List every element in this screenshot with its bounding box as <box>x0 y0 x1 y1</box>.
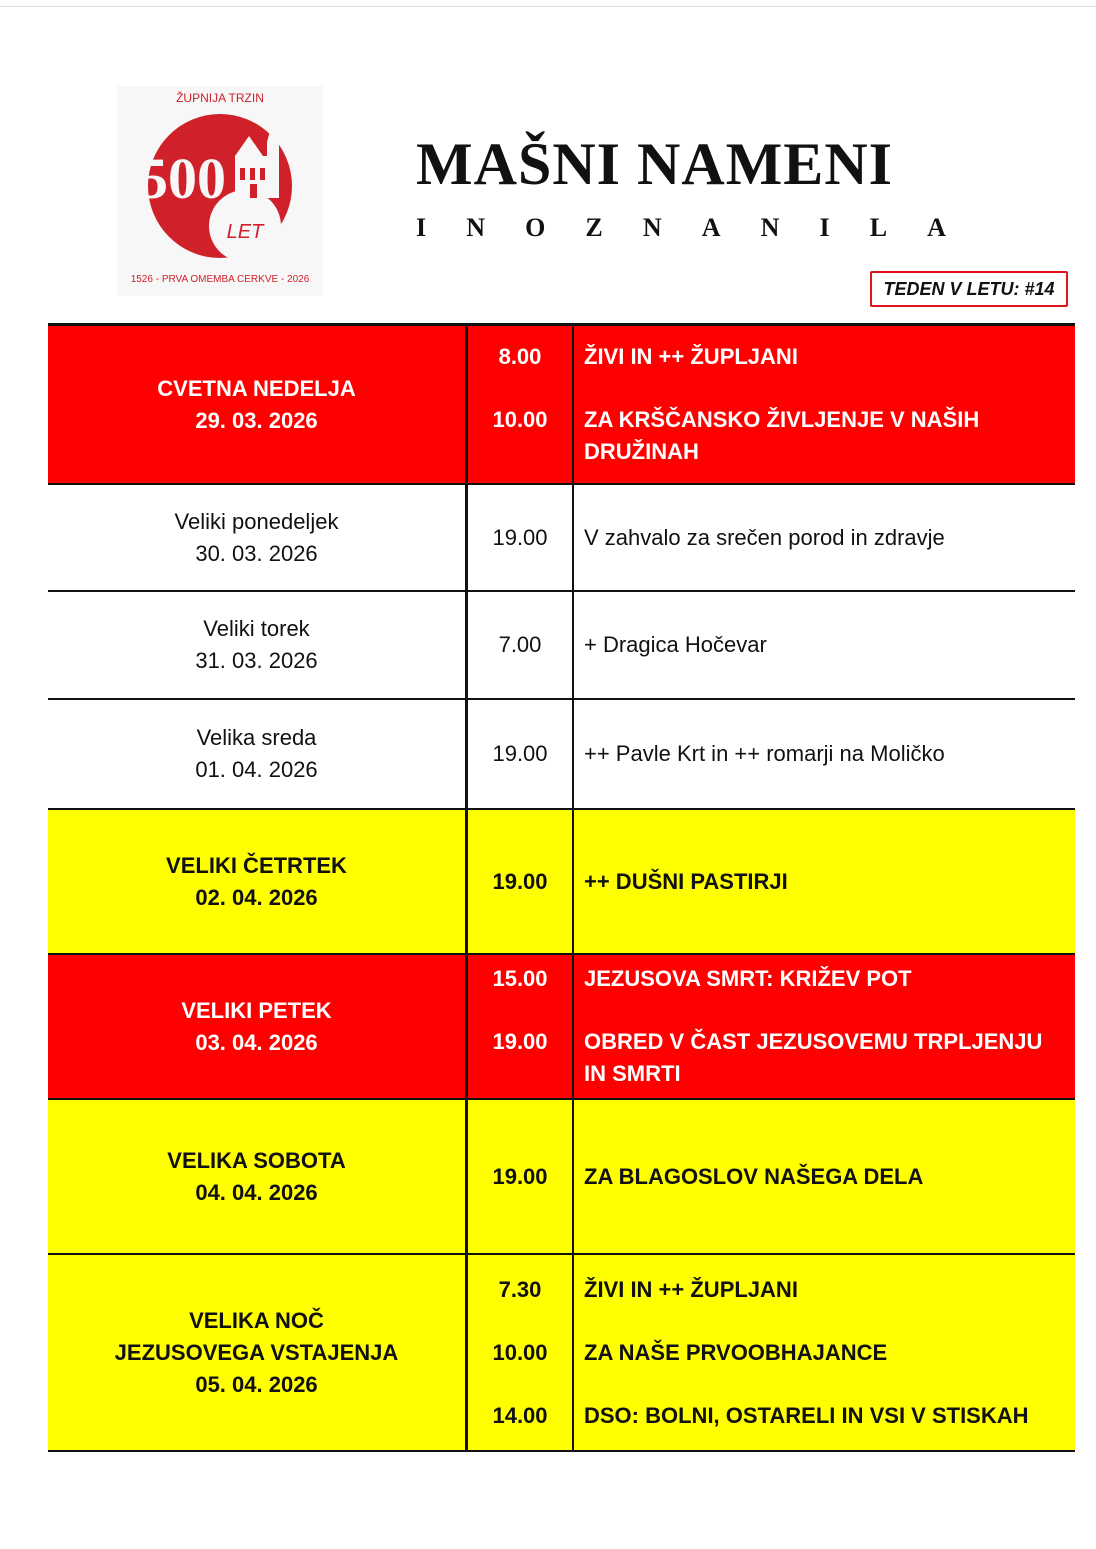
logo-bottom-text: 1526 - PRVA OMEMBA CERKVE - 2026 <box>131 274 310 285</box>
mass-item: 10.00 ZA KRŠČANSKO ŽIVLJENJE V NAŠIH DRUŽ… <box>468 404 1075 468</box>
mass-time: 10.00 <box>492 407 548 432</box>
logo-top-text: ŽUPNIJA TRZIN <box>176 90 264 105</box>
masses-cell: 7.00 + Dragica Hočevar <box>468 592 1075 698</box>
mass-item: 14.00 DSO: BOLNI, OSTARELI IN VSI V STISK… <box>468 1400 1075 1432</box>
mass-intention: ZA KRŠČANSKO ŽIVLJENJE V NAŠIH DRUŽINAH <box>584 407 980 464</box>
mass-schedule-table: CVETNA NEDELJA 29. 03. 2026 8.00 ŽIVI IN ++… <box>48 323 1075 1452</box>
schedule-row: CVETNA NEDELJA 29. 03. 2026 8.00 ŽIVI IN ++… <box>48 326 1075 485</box>
masses-cell: 15.00 JEZUSOVA SMRT: KRIŽEV POT 19.00 OBRED… <box>468 955 1075 1098</box>
mass-item: 19.00 OBRED V ČAST JEZUSOVEMU TRPLJENJU I… <box>468 1026 1075 1090</box>
mass-time: 19.00 <box>492 1029 548 1054</box>
day-date: 30. 03. 2026 <box>195 540 318 566</box>
subtitle-letter: N <box>760 213 780 242</box>
mass-intention: + Dragica Hočevar <box>584 632 767 657</box>
mass-time: 14.00 <box>492 1402 548 1428</box>
day-date: 05. 04. 2026 <box>195 1371 318 1397</box>
masses-cell: 19.00 ++ DUŠNI PASTIRJI <box>468 810 1075 953</box>
masses-cell: 19.00 ZA BLAGOSLOV NAŠEGA DELA <box>468 1100 1075 1253</box>
mass-intention: ++ DUŠNI PASTIRJI <box>584 868 788 894</box>
day-date: 31. 03. 2026 <box>195 648 318 673</box>
masses-cell: 19.00 V zahvalo za srečen porod in zdravj… <box>468 485 1075 590</box>
mass-intention: ŽIVI IN ++ ŽUPLJANI <box>584 1276 798 1302</box>
day-cell: Velika sreda 01. 04. 2026 <box>48 700 468 808</box>
subtitle-letter: A <box>701 213 721 242</box>
schedule-row: Veliki torek 31. 03. 2026 7.00 + Dragica Ho… <box>48 592 1075 700</box>
schedule-row: VELIKA NOČ JEZUSOVEGA VSTAJENJA 05. 04. 2… <box>48 1255 1075 1452</box>
masses-cell: 19.00 ++ Pavle Krt in ++ romarji na Molič… <box>468 700 1075 808</box>
day-name: Veliki ponedeljek <box>174 508 339 534</box>
day-name: CVETNA NEDELJA <box>157 375 356 401</box>
mass-item: 19.00 ++ Pavle Krt in ++ romarji na Molič… <box>468 738 1075 770</box>
day-name: VELIKA NOČ JEZUSOVEGA VSTAJENJA <box>114 1307 399 1365</box>
subtitle-letter: N <box>466 213 485 242</box>
masses-cell: 8.00 ŽIVI IN ++ ŽUPLJANI 10.00 ZA KRŠČANSKO… <box>468 326 1075 483</box>
schedule-row: Veliki ponedeljek 30. 03. 2026 19.00 V zahv… <box>48 485 1075 592</box>
subtitle-letter: Z <box>585 213 603 242</box>
mass-intention: OBRED V ČAST JEZUSOVEMU TRPLJENJU IN SMR… <box>584 1029 1043 1086</box>
mass-intention: ZA BLAGOSLOV NAŠEGA DELA <box>584 1163 924 1189</box>
day-date: 01. 04. 2026 <box>195 757 318 782</box>
schedule-row: VELIKA SOBOTA 04. 04. 2026 19.00 ZA BLAGOSL… <box>48 1100 1075 1255</box>
mass-time: 7.00 <box>498 632 542 657</box>
day-name: Veliki torek <box>203 616 310 641</box>
mass-item: 7.30 ŽIVI IN ++ ŽUPLJANI <box>468 1274 1075 1306</box>
parish-logo: ŽUPNIJA TRZIN 500 LET 1526 - PRVA OMEMBA… <box>117 86 323 296</box>
mass-intention: DSO: BOLNI, OSTARELI IN VSI V STISKAH <box>584 1402 1029 1428</box>
day-cell: VELIKI PETEK 03. 04. 2026 <box>48 955 468 1098</box>
mass-time: 15.00 <box>492 966 548 991</box>
day-cell: VELIKI ČETRTEK 02. 04. 2026 <box>48 810 468 953</box>
day-name: VELIKI ČETRTEK <box>166 852 347 878</box>
day-cell: VELIKA NOČ JEZUSOVEGA VSTAJENJA 05. 04. 2… <box>48 1255 468 1450</box>
mass-intention: ZA NAŠE PRVOOBHAJANCE <box>584 1339 888 1365</box>
page-top-border <box>0 6 1096 7</box>
week-badge: TEDEN V LETU: #14 <box>870 271 1068 307</box>
schedule-row: VELIKI PETEK 03. 04. 2026 15.00 JEZUSOVA SM… <box>48 955 1075 1100</box>
mass-time: 10.00 <box>492 1339 548 1365</box>
page-title: MAŠNI NAMENI <box>416 131 893 197</box>
mass-intention: V zahvalo za srečen porod in zdravje <box>584 524 945 550</box>
mass-item: 10.00 ZA NAŠE PRVOOBHAJANCE <box>468 1337 1075 1369</box>
subtitle-letter: A <box>927 213 946 242</box>
day-date: 29. 03. 2026 <box>195 407 318 433</box>
mass-time: 19.00 <box>492 741 548 766</box>
subtitle-letter: I <box>819 213 830 242</box>
mass-item: 19.00 ZA BLAGOSLOV NAŠEGA DELA <box>468 1161 1075 1193</box>
day-date: 03. 04. 2026 <box>195 1029 318 1055</box>
day-name: VELIKI PETEK <box>181 997 332 1023</box>
day-cell: VELIKA SOBOTA 04. 04. 2026 <box>48 1100 468 1253</box>
schedule-row: Velika sreda 01. 04. 2026 19.00 ++ Pavle Kr… <box>48 700 1075 810</box>
masses-cell: 7.30 ŽIVI IN ++ ŽUPLJANI 10.00 ZA NAŠE PRVO… <box>468 1255 1075 1450</box>
day-cell: CVETNA NEDELJA 29. 03. 2026 <box>48 326 468 483</box>
mass-time: 7.30 <box>498 1276 542 1302</box>
day-date: 02. 04. 2026 <box>195 884 318 910</box>
mass-time: 19.00 <box>492 524 548 550</box>
mass-time: 19.00 <box>492 868 548 894</box>
mass-intention: JEZUSOVA SMRT: KRIŽEV POT <box>584 966 912 991</box>
mass-time: 8.00 <box>498 344 542 369</box>
day-cell: Veliki torek 31. 03. 2026 <box>48 592 468 698</box>
mass-intention: ŽIVI IN ++ ŽUPLJANI <box>584 344 798 369</box>
schedule-row: VELIKI ČETRTEK 02. 04. 2026 19.00 ++ DUŠNI … <box>48 810 1075 955</box>
day-date: 04. 04. 2026 <box>195 1179 318 1205</box>
subtitle-letter: I <box>416 213 427 242</box>
day-cell: Veliki ponedeljek 30. 03. 2026 <box>48 485 468 590</box>
mass-intention: ++ Pavle Krt in ++ romarji na Moličko <box>584 741 945 766</box>
mass-item: 19.00 V zahvalo za srečen porod in zdravj… <box>468 522 1075 554</box>
day-name: VELIKA SOBOTA <box>167 1147 346 1173</box>
mass-item: 15.00 JEZUSOVA SMRT: KRIŽEV POT <box>468 963 1075 995</box>
mass-item: 7.00 + Dragica Hočevar <box>468 629 1075 661</box>
subtitle-letter: O <box>525 213 546 242</box>
subtitle-letter: L <box>869 213 888 242</box>
mass-item: 8.00 ŽIVI IN ++ ŽUPLJANI <box>468 341 1075 373</box>
mass-item: 19.00 ++ DUŠNI PASTIRJI <box>468 866 1075 898</box>
day-name: Velika sreda <box>196 725 317 750</box>
mass-time: 19.00 <box>492 1163 548 1189</box>
subtitle-letter: N <box>642 213 662 242</box>
logo-let-text: LET <box>227 221 265 243</box>
logo-number-text: 500 <box>139 146 226 211</box>
